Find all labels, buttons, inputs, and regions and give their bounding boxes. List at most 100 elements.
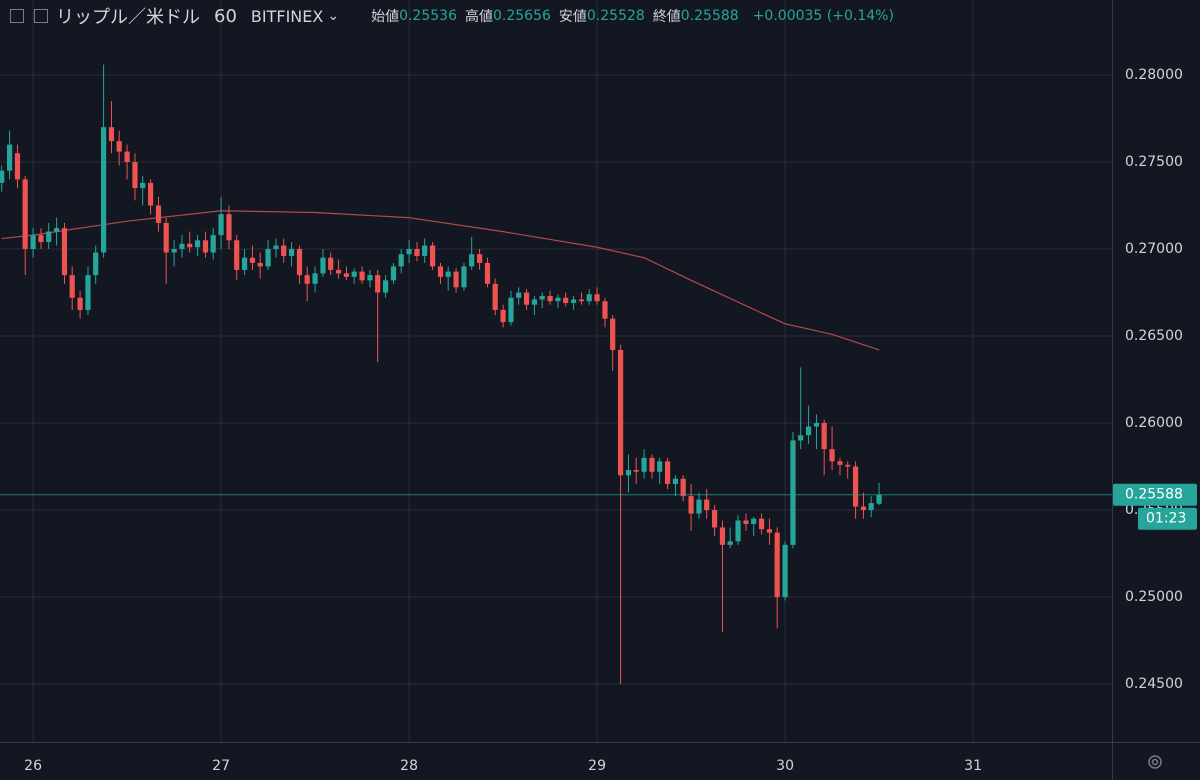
candle-body <box>61 228 68 276</box>
candle-body <box>390 266 397 281</box>
candle-body <box>492 283 498 310</box>
candle-body <box>845 464 851 467</box>
candle-body <box>265 249 271 267</box>
candle-body <box>22 179 28 250</box>
candle-body <box>14 153 21 180</box>
plot-area <box>0 64 1112 685</box>
candle-body <box>539 295 545 300</box>
candle-body <box>531 299 538 305</box>
candle-body <box>688 496 694 514</box>
candle-body <box>116 141 122 152</box>
candle-body <box>140 182 146 189</box>
candle-body <box>719 527 726 545</box>
y-tick-label: 0.28000 <box>1125 67 1183 83</box>
candle-body <box>30 235 36 250</box>
candle-body <box>382 280 389 293</box>
exchange[interactable]: BITFINEX <box>250 6 324 26</box>
candle-body <box>273 245 279 250</box>
y-tick-label: 0.27500 <box>1125 154 1183 170</box>
candle-body <box>108 127 115 142</box>
candle-body <box>782 544 788 598</box>
x-tick-label: 31 <box>964 758 982 774</box>
chevron[interactable]: ⌄ <box>327 8 340 24</box>
candle-body <box>429 245 436 267</box>
candle-body <box>735 520 741 542</box>
candle-body <box>100 127 107 253</box>
x-tick-label: 26 <box>24 758 42 774</box>
candle-body <box>586 294 592 302</box>
high-value: 0.25656 <box>492 8 551 24</box>
symbol[interactable]: リップル／米ドル <box>56 7 200 28</box>
candle-body <box>288 249 295 256</box>
candle-body <box>743 520 749 524</box>
candle-body <box>476 254 483 263</box>
candle-body <box>132 162 138 189</box>
candle-body <box>578 299 585 302</box>
candle-body <box>249 257 256 263</box>
candle-body <box>790 440 796 545</box>
low-label: 安値 <box>558 9 587 25</box>
candle-body <box>226 214 232 241</box>
candle-body <box>758 518 765 530</box>
candle-body <box>610 318 616 350</box>
candle-body <box>163 222 169 253</box>
candle-body <box>437 266 444 277</box>
candle-body <box>93 252 99 276</box>
candle-body <box>672 478 679 484</box>
candle-body <box>570 299 577 303</box>
y-tick-label: 0.26000 <box>1125 415 1183 431</box>
y-tick-label: 0.25000 <box>1125 589 1183 605</box>
candle-body <box>296 249 303 276</box>
candle-body <box>179 243 185 250</box>
candle-body <box>187 243 193 248</box>
candle-body <box>171 249 177 253</box>
candle-body <box>657 461 663 472</box>
candle-body <box>375 275 381 293</box>
settings-icon[interactable] <box>1148 755 1162 769</box>
candle-body <box>234 240 240 270</box>
candle-body <box>813 423 820 427</box>
candle-body <box>453 271 459 288</box>
candle-body <box>484 262 491 284</box>
candle-body <box>320 257 326 274</box>
candle-body <box>680 478 686 497</box>
candle-body <box>147 182 154 206</box>
candle-body <box>241 257 248 270</box>
candle-body <box>38 235 44 243</box>
candle-body <box>829 449 835 462</box>
candle-body <box>367 275 373 281</box>
candle-body <box>664 461 671 484</box>
candle-body <box>343 273 350 277</box>
candle-body <box>798 435 804 441</box>
toggle-icon[interactable] <box>34 9 48 23</box>
candle-body <box>500 309 506 323</box>
candle-body <box>406 249 412 255</box>
legend-header: リップル／米ドル 60 BITFINEX ⌄ 始値 0.25536 高値 0.2… <box>0 0 894 32</box>
close-value: 0.25588 <box>680 8 739 24</box>
candle-body <box>641 457 647 472</box>
candle-body <box>194 240 201 248</box>
candle-body <box>516 292 522 298</box>
interval[interactable]: 60 <box>214 5 237 27</box>
candle-body <box>860 506 867 511</box>
candle-body <box>868 503 874 511</box>
open-label: 始値 <box>371 9 400 25</box>
high-label: 高値 <box>464 9 493 25</box>
y-tick-label: 0.26500 <box>1125 328 1183 344</box>
price-axis-bg <box>1112 0 1200 780</box>
candle-body <box>508 297 514 323</box>
moving-average <box>1 210 880 351</box>
candle-body <box>335 269 342 274</box>
candle-body <box>304 275 310 284</box>
add-icon[interactable] <box>10 9 24 23</box>
candle-body <box>547 295 553 302</box>
candle-body <box>359 271 365 281</box>
candle-body <box>555 297 561 302</box>
candle-body <box>461 266 467 288</box>
candle-body <box>124 151 130 163</box>
candle-body <box>594 294 600 302</box>
candle-body <box>53 228 60 232</box>
candle-body <box>69 275 75 298</box>
